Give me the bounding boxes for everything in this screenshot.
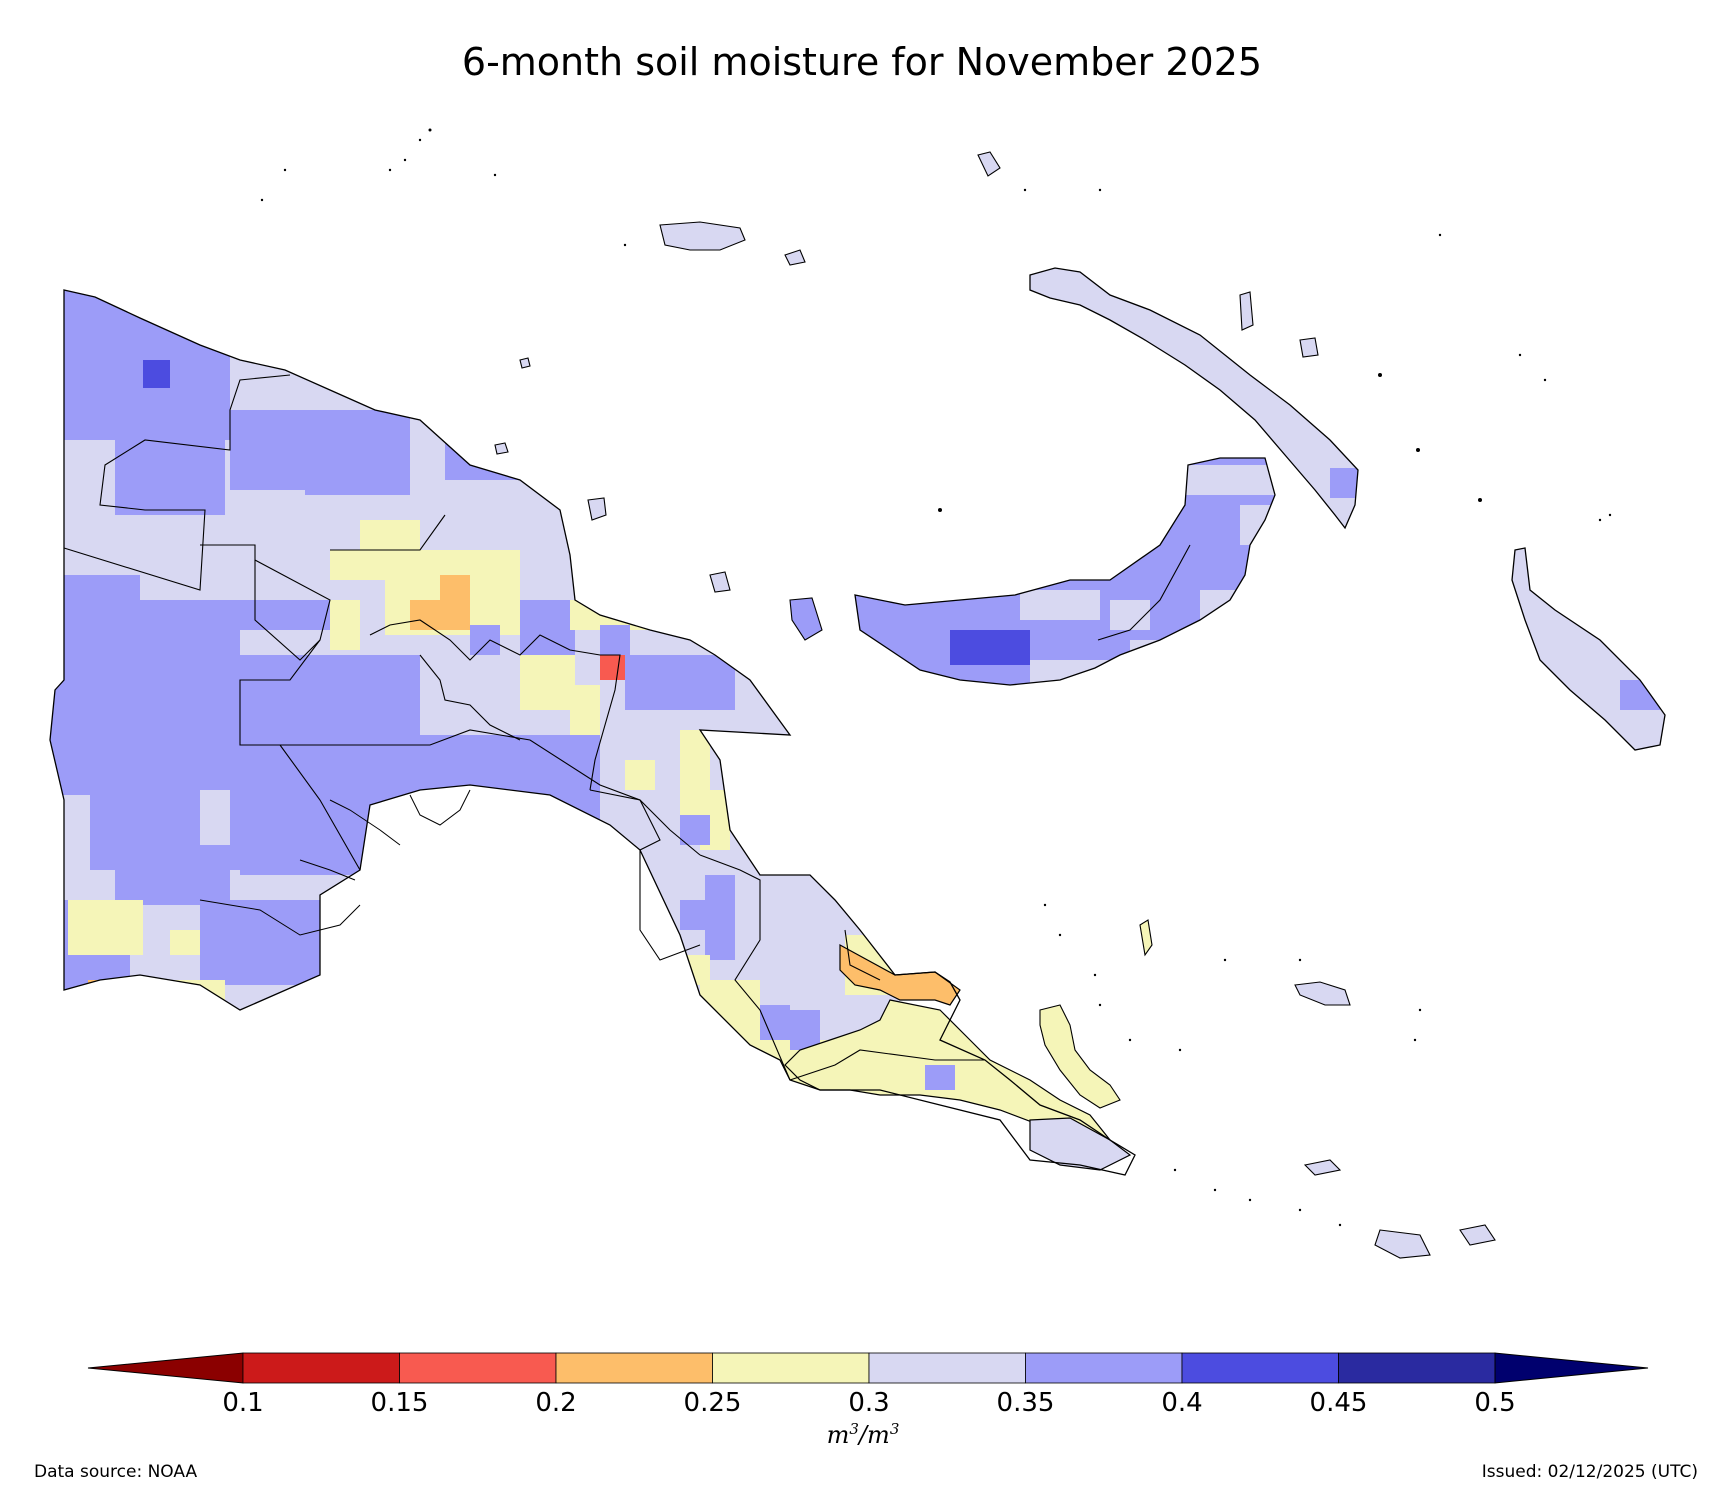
bougainville-outline bbox=[1511, 547, 1666, 751]
colorbar-bin bbox=[868, 1352, 1026, 1384]
province-borders bbox=[63, 374, 985, 1081]
new-britain-outline bbox=[854, 457, 1276, 686]
colorbar-extend-low bbox=[87, 1352, 244, 1384]
colorbar-tick-label: 0.5 bbox=[1474, 1388, 1516, 1418]
data-source-note: Data source: NOAA bbox=[34, 1462, 198, 1482]
colorbar-tick-label: 0.45 bbox=[1309, 1388, 1368, 1418]
colorbar-unit-label: m3/m3 bbox=[826, 1420, 900, 1449]
colorbar-bin bbox=[555, 1352, 713, 1384]
colorbar-bin bbox=[1025, 1352, 1183, 1384]
small-islands bbox=[494, 151, 1496, 1259]
colorbar-tick-label: 0.35 bbox=[996, 1388, 1055, 1418]
colorbar-tick-label: 0.1 bbox=[222, 1388, 264, 1418]
issued-date-note: Issued: 02/12/2025 (UTC) bbox=[1481, 1462, 1698, 1482]
colorbar-tick-label: 0.4 bbox=[1161, 1388, 1203, 1418]
new-britain-province-border bbox=[1097, 544, 1191, 641]
coastline-details bbox=[199, 789, 471, 936]
colorbar-tick-label: 0.2 bbox=[535, 1388, 577, 1418]
new-ireland-outline bbox=[1029, 267, 1359, 530]
colorbar-bin bbox=[712, 1352, 870, 1384]
map-title: 6-month soil moisture for November 2025 bbox=[461, 40, 1263, 84]
colorbar-bin bbox=[242, 1352, 400, 1384]
tiny-islets bbox=[260, 128, 1612, 1227]
colorbar-bin bbox=[399, 1352, 557, 1384]
colorbar-bin bbox=[1181, 1352, 1339, 1384]
colorbar-tick-label: 0.25 bbox=[683, 1388, 742, 1418]
colorbar-bin bbox=[1338, 1352, 1496, 1384]
colorbar-extend-high bbox=[1494, 1352, 1649, 1384]
colorbar-tick-label: 0.3 bbox=[848, 1388, 890, 1418]
colorbar-tick-label: 0.15 bbox=[370, 1388, 429, 1418]
mainland-outline bbox=[49, 289, 1136, 1176]
